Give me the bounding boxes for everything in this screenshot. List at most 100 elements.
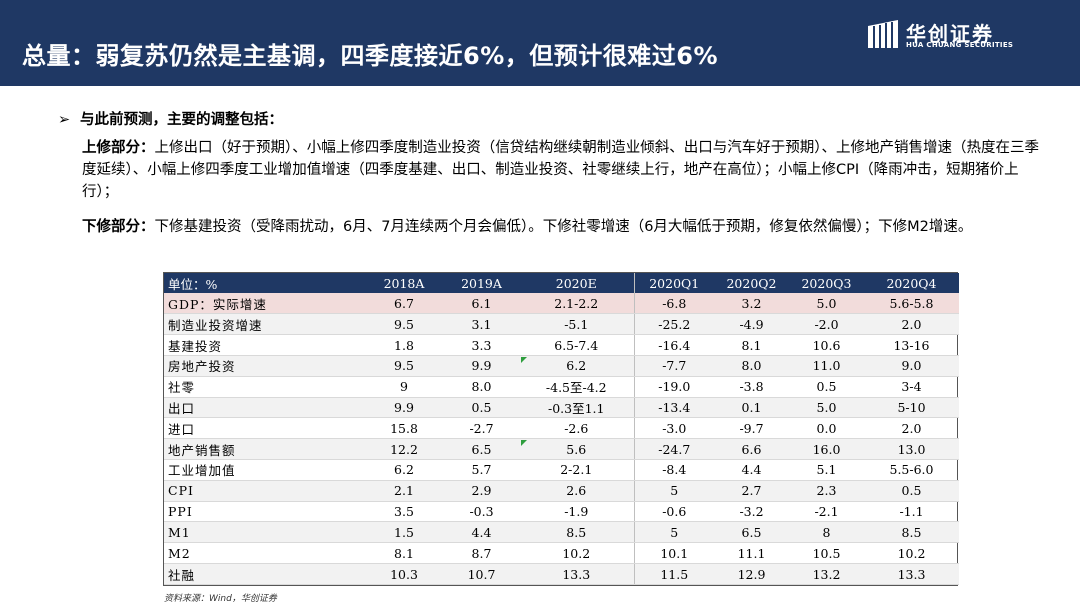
- table-cell: 0.5: [789, 376, 864, 398]
- title-bar: 总量：弱复苏仍然是主基调，四季度接近6%，但预计很难过6% 华创证券 HUA C…: [0, 0, 1080, 86]
- table-cell: 8.5: [864, 521, 959, 544]
- table-cell: -2.6: [519, 417, 635, 440]
- row-label: PPI: [164, 501, 364, 523]
- table-cell: 5.6: [519, 438, 635, 460]
- table-cell: -3.0: [634, 417, 714, 440]
- table-cell: -2.7: [444, 417, 519, 440]
- table-cell: 12.9: [714, 563, 789, 585]
- table-row: PPI 3.5 -0.3 -1.9 -0.6 -3.2 -2.1 -1.1: [164, 501, 959, 523]
- downward-revision-paragraph: 下修部分：下修基建投资（受降雨扰动，6月、7月连续两个月会偏低）。下修社零增速（…: [82, 216, 1044, 238]
- table-cell: -0.3: [444, 501, 519, 523]
- table-cell: 3.3: [444, 334, 519, 356]
- table-cell: -2.0: [789, 313, 864, 336]
- cell-value: 5.6: [566, 441, 587, 457]
- table-cell: 1.8: [364, 334, 444, 356]
- row-label: 基建投资: [164, 334, 364, 356]
- table-cell: -1.9: [519, 501, 635, 523]
- table-cell: 10.1: [634, 542, 714, 565]
- table-cell: 2.6: [519, 480, 635, 502]
- table-cell: 11.5: [634, 563, 714, 585]
- table-cell: 1.5: [364, 521, 444, 544]
- table-cell: 12.2: [364, 438, 444, 460]
- column-header: 单位：%: [168, 276, 218, 292]
- comment-flag-icon: [521, 356, 527, 363]
- table-cell: -0.3至1.1: [519, 397, 635, 419]
- table-cell: 3-4: [864, 376, 959, 398]
- table-cell: -0.6: [634, 501, 714, 523]
- table-cell: -6.8: [634, 293, 714, 315]
- table-cell: 6.5: [714, 521, 789, 544]
- row-label: 出口: [164, 397, 364, 419]
- table-row: 出口 9.9 0.5 -0.3至1.1 -13.4 0.1 5.0 5-10: [164, 397, 959, 419]
- table-row: CPI 2.1 2.9 2.6 5 2.7 2.3 0.5: [164, 480, 959, 502]
- table-cell: 9.9: [444, 355, 519, 377]
- table-row: 进口 15.8 -2.7 -2.6 -3.0 -9.7 0.0 2.0: [164, 417, 959, 440]
- table-cell: -4.5至-4.2: [519, 376, 635, 398]
- table-cell: 2.1-2.2: [519, 293, 635, 315]
- upward-label: 上修部分：: [82, 140, 155, 156]
- table-cell: -3.8: [714, 376, 789, 398]
- table-cell: 9.0: [864, 355, 959, 377]
- table-cell: -7.7: [634, 355, 714, 377]
- arrow-right-icon: ➢: [58, 112, 71, 128]
- table-row: GDP：实际增速 6.7 6.1 2.1-2.2 -6.8 3.2 5.0 5.6-5.8: [164, 293, 959, 315]
- logo-chinese-name: 华创证券: [906, 22, 994, 46]
- table-cell: 6.5-7.4: [519, 334, 635, 356]
- table-cell: 10.5: [789, 542, 864, 565]
- table-cell: 2-2.1: [519, 459, 635, 481]
- table-cell: 5.6-5.8: [864, 293, 959, 315]
- table-row: 工业增加值 6.2 5.7 2-2.1 -8.4 4.4 5.1 5.5-6.0: [164, 459, 959, 481]
- table-cell: 5: [634, 521, 714, 544]
- table-cell: -8.4: [634, 459, 714, 481]
- column-header: 2020Q2: [726, 275, 777, 291]
- column-header: 2020Q4: [886, 275, 937, 291]
- table-cell: 5.0: [789, 293, 864, 315]
- table-cell: 13.0: [864, 438, 959, 460]
- table-cell: 2.3: [789, 480, 864, 502]
- row-label: 社融: [164, 563, 364, 585]
- table-cell: -5.1: [519, 313, 635, 336]
- cell-value: 6.2: [566, 358, 587, 374]
- row-label: 房地产投资: [164, 355, 364, 377]
- table-cell: 2.0: [864, 313, 959, 336]
- table-cell: -3.2: [714, 501, 789, 523]
- table-cell: 5.0: [789, 397, 864, 419]
- table-row: 房地产投资 9.5 9.9 6.2 -7.7 8.0 11.0 9.0: [164, 355, 959, 377]
- table-row: 地产销售额 12.2 6.5 5.6 -24.7 6.6 16.0 13.0: [164, 438, 959, 460]
- table-cell: -9.7: [714, 417, 789, 440]
- upward-revision-paragraph: 上修部分：上修出口（好于预期）、小幅上修四季度制造业投资（信贷结构继续朝制造业倾…: [82, 137, 1044, 203]
- table-cell: 13.2: [789, 563, 864, 585]
- page-title: 总量：弱复苏仍然是主基调，四季度接近6%，但预计很难过6%: [22, 42, 718, 70]
- table-cell: 9.5: [364, 355, 444, 377]
- table-cell: 8.1: [364, 542, 444, 565]
- table-cell: 5: [634, 480, 714, 502]
- table-cell: 5.7: [444, 459, 519, 481]
- table-cell: 6.2: [364, 459, 444, 481]
- table-cell: 11.1: [714, 542, 789, 565]
- table-cell: 16.0: [789, 438, 864, 460]
- table-cell: 8.7: [444, 542, 519, 565]
- table-cell: 0.0: [789, 417, 864, 440]
- table-cell: 11.0: [789, 355, 864, 377]
- row-label: 地产销售额: [164, 438, 364, 460]
- table-row: 制造业投资增速 9.5 3.1 -5.1 -25.2 -4.9 -2.0 2.0: [164, 313, 959, 336]
- row-label: 社零: [164, 376, 364, 398]
- table-cell: 3.5: [364, 501, 444, 523]
- table-row: M2 8.1 8.7 10.2 10.1 11.1 10.5 10.2: [164, 542, 959, 565]
- table-cell: 15.8: [364, 417, 444, 440]
- company-logo: 华创证券 HUA CHUANG SECURITIES: [864, 20, 1054, 50]
- table-row: 社融 10.3 10.7 13.3 11.5 12.9 13.2 13.3: [164, 563, 959, 585]
- table-cell: 10.3: [364, 563, 444, 585]
- table-cell: -16.4: [634, 334, 714, 356]
- table-cell: 8: [789, 521, 864, 544]
- row-label: M1: [164, 521, 364, 544]
- row-label: 进口: [164, 417, 364, 440]
- table-cell: 9.5: [364, 313, 444, 336]
- table-cell: 13.3: [864, 563, 959, 585]
- column-header: 2020E: [519, 273, 635, 293]
- table-cell: -4.9: [714, 313, 789, 336]
- row-label: CPI: [164, 480, 364, 502]
- table-cell: 8.5: [519, 521, 635, 544]
- column-header: 2020Q3: [801, 275, 852, 291]
- table-cell: 8.1: [714, 334, 789, 356]
